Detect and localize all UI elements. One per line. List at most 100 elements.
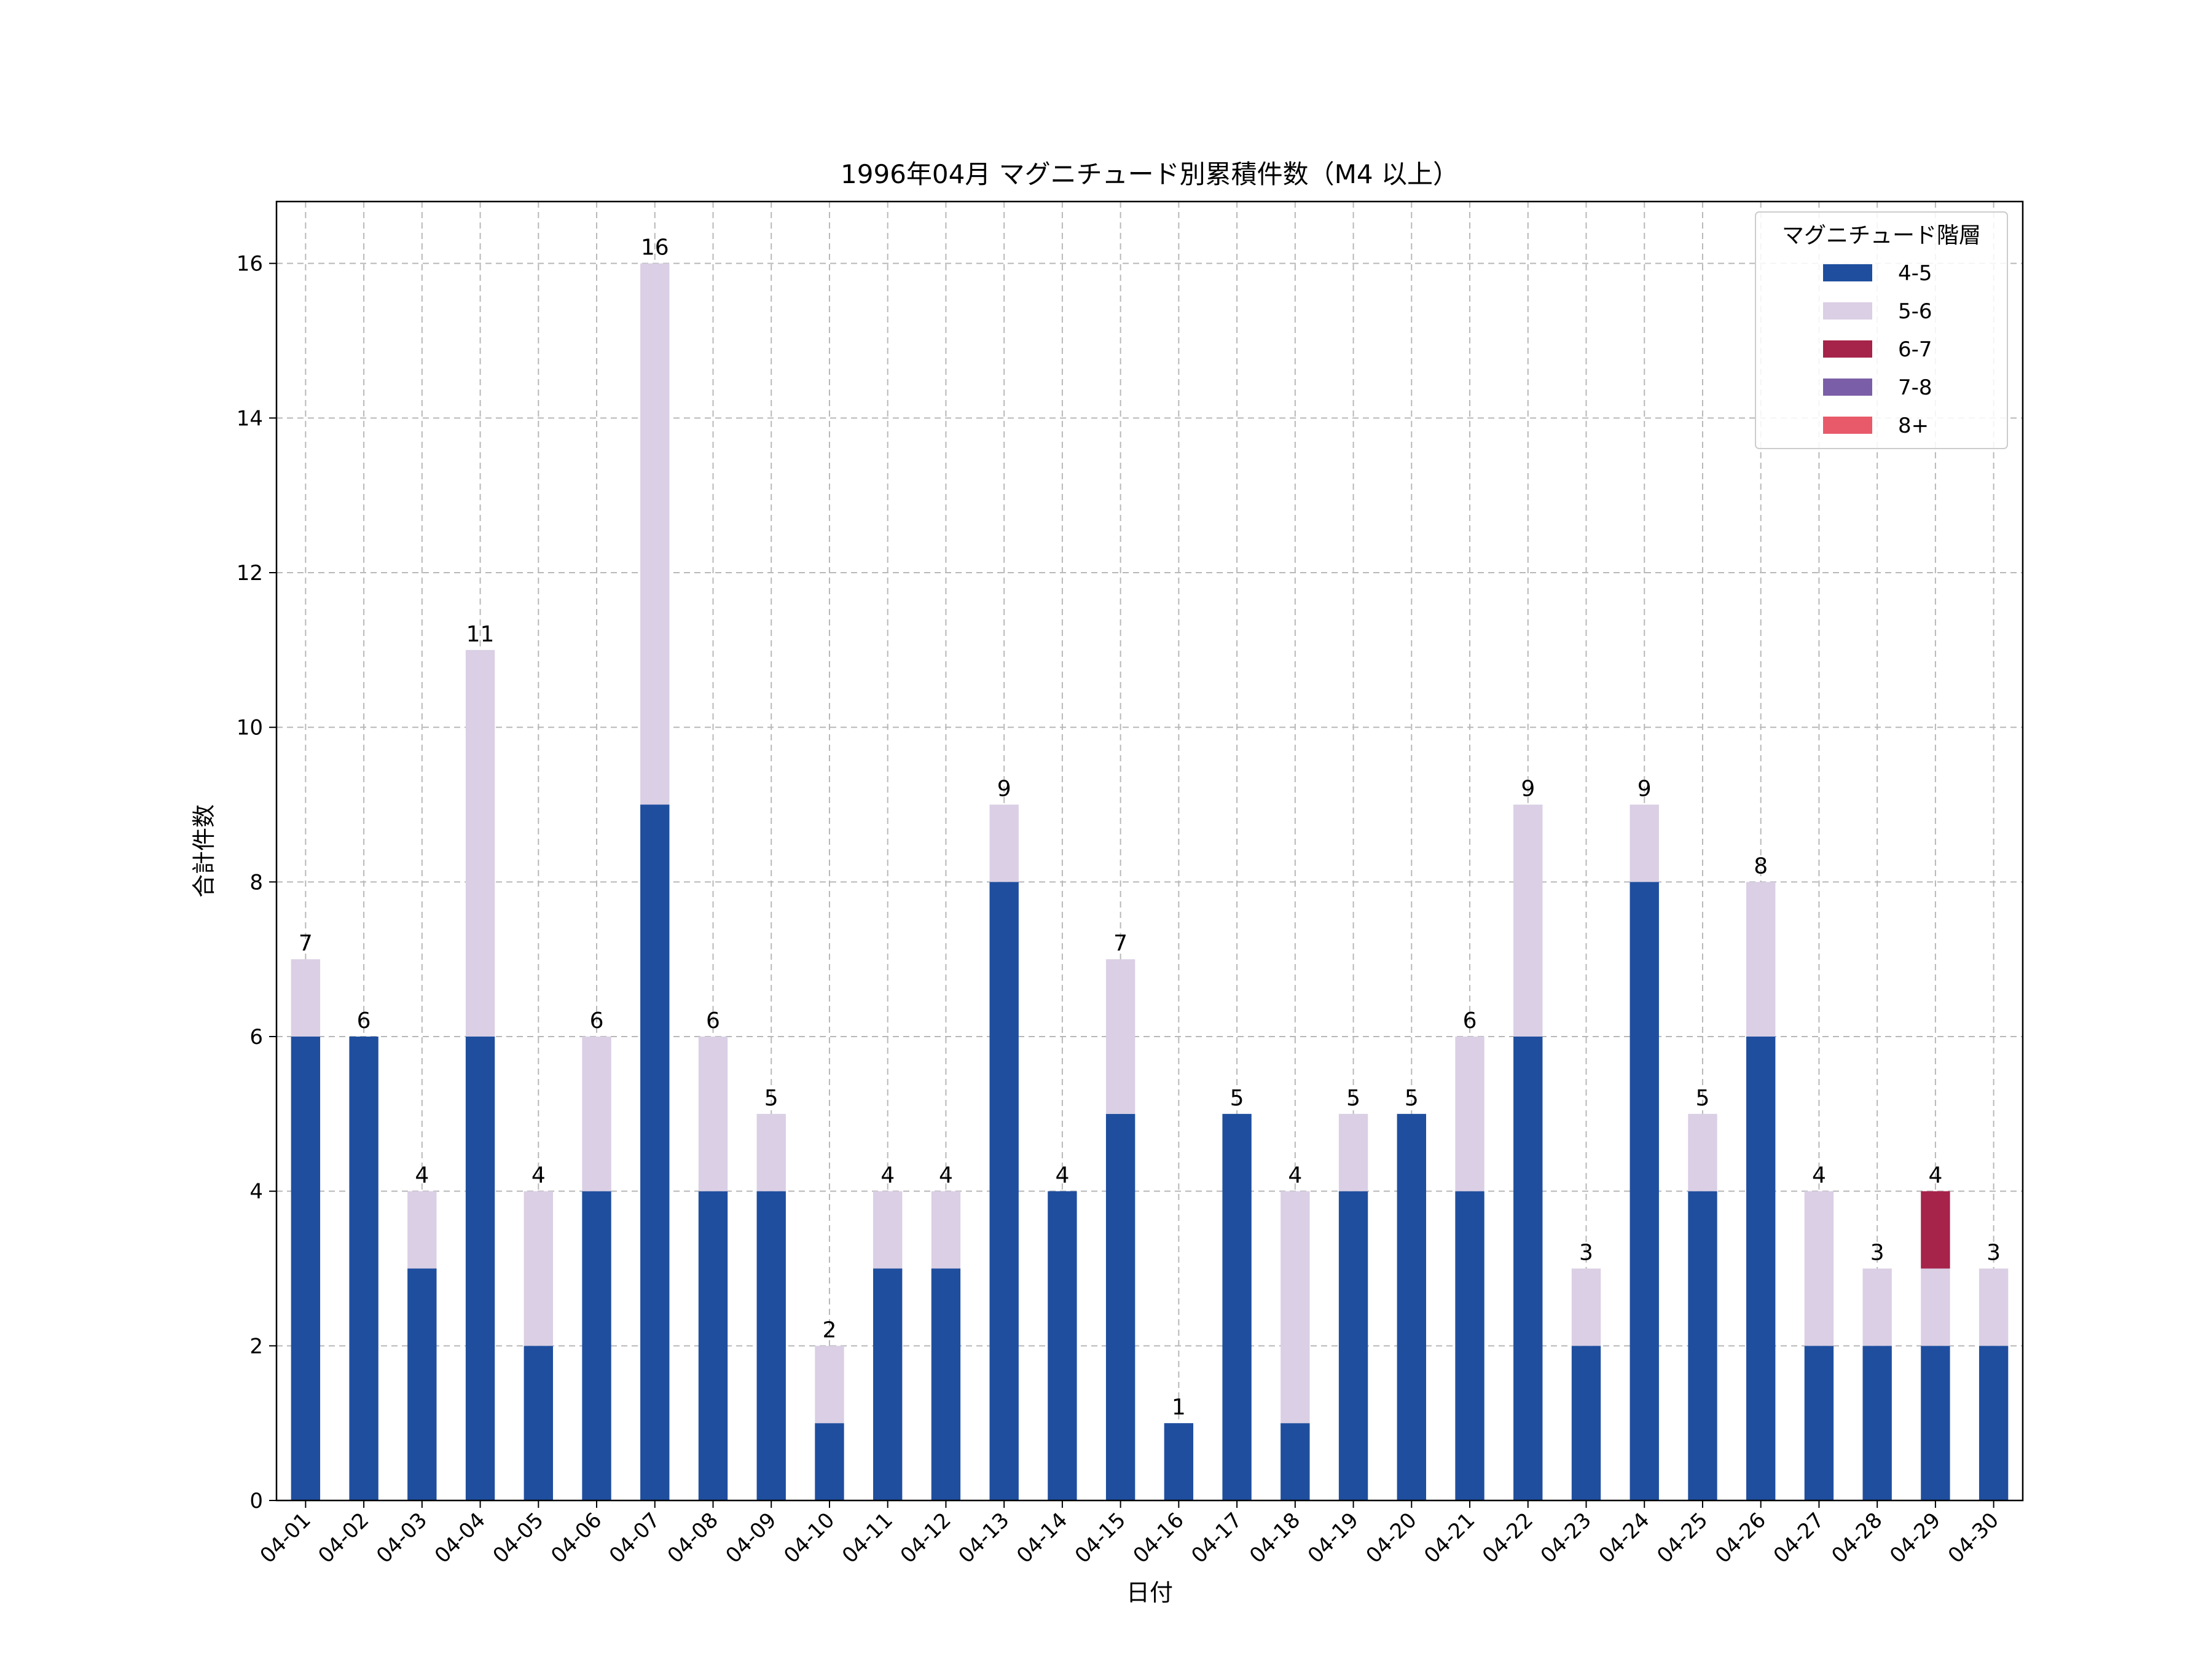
- y-tick-label: 0: [249, 1489, 263, 1513]
- bar-segment-4-5: [1688, 1191, 1717, 1500]
- legend: マグニチュード階層 4-5 5-6 6-7 7-8 8+: [1755, 211, 2008, 449]
- bar-segment-4-5: [931, 1268, 961, 1500]
- total-data-label: 8: [1754, 853, 1768, 879]
- total-data-label: 7: [299, 931, 313, 956]
- bar-segment-4-5: [1979, 1346, 2009, 1500]
- bar-segment-5-6: [931, 1191, 961, 1269]
- bar-segment-4-5: [698, 1191, 728, 1500]
- bar-segment-5-6: [524, 1191, 553, 1346]
- bar-segment-4-5: [1281, 1423, 1310, 1500]
- bar-segment-5-6: [640, 263, 670, 805]
- plot-frame: [275, 200, 2024, 1502]
- x-tick-label: 04-19: [1303, 1508, 1363, 1568]
- y-tick-label: 14: [237, 406, 263, 431]
- total-data-label: 5: [1696, 1086, 1710, 1111]
- bar-segment-4-5: [1048, 1191, 1077, 1500]
- y-tick-label: 16: [237, 252, 263, 276]
- bar-segment-5-6: [291, 959, 321, 1037]
- bar-segment-4-5: [1397, 1113, 1426, 1500]
- x-tick-label: 04-23: [1536, 1508, 1596, 1568]
- legend-box: [1755, 211, 2008, 449]
- bar-segment-5-6: [1862, 1268, 1892, 1346]
- bar-segment-4-5: [815, 1423, 844, 1500]
- x-tick-label: 04-13: [954, 1508, 1014, 1568]
- bar-segment-4-5: [1746, 1037, 1776, 1500]
- bar-segment-5-6: [1281, 1191, 1310, 1424]
- total-data-label: 3: [1986, 1241, 2001, 1266]
- total-data-label: 5: [764, 1086, 779, 1111]
- legend-label-6-7: 6-7: [1898, 337, 1932, 362]
- total-data-label: 4: [1055, 1163, 1069, 1188]
- x-tick-label: 04-15: [1070, 1508, 1131, 1568]
- bar-segment-4-5: [640, 804, 670, 1500]
- y-axis-ticks: 0 2 4 6 8 10 12 14 16: [237, 252, 276, 1513]
- bar-segment-5-6: [1921, 1268, 1950, 1346]
- bar-segment-4-5: [873, 1268, 903, 1500]
- bar-segment-5-6: [465, 649, 495, 1037]
- total-data-label: 4: [1288, 1163, 1302, 1188]
- x-tick-label: 04-18: [1245, 1508, 1305, 1568]
- bar-segment-5-6: [1338, 1113, 1368, 1191]
- legend-label-7-8: 7-8: [1898, 375, 1932, 400]
- total-data-label: 5: [1346, 1086, 1360, 1111]
- bar-segment-5-6: [873, 1191, 903, 1269]
- legend-label-8+: 8+: [1898, 414, 1929, 438]
- bar-segment-5-6: [1746, 882, 1776, 1037]
- total-data-label: 9: [1521, 777, 1535, 802]
- bars-group: [291, 263, 2009, 1500]
- total-data-label: 3: [1870, 1241, 1885, 1266]
- y-tick-label: 12: [237, 561, 263, 586]
- bar-segment-4-5: [1921, 1346, 1950, 1500]
- bar-segment-4-5: [756, 1191, 786, 1500]
- total-data-label: 4: [880, 1163, 895, 1188]
- bar-segment-5-6: [698, 1037, 728, 1191]
- total-data-label: 5: [1230, 1086, 1244, 1111]
- total-data-label: 4: [531, 1163, 546, 1188]
- x-tick-label: 04-06: [546, 1508, 606, 1568]
- x-tick-label: 04-14: [1012, 1508, 1072, 1568]
- bar-segment-4-5: [989, 882, 1019, 1500]
- total-data-label: 6: [590, 1008, 604, 1033]
- x-tick-label: 04-28: [1827, 1508, 1887, 1568]
- x-tick-label: 04-09: [721, 1508, 781, 1568]
- x-tick-label: 04-21: [1419, 1508, 1480, 1568]
- total-labels: 7 6 4 11 4 6 16 6 5 2 4 4 9 4 7 1 5 4 5 5 6 9 3 9 5 8 4 3 4 3: [299, 235, 2001, 1421]
- legend-swatch-6-7: [1823, 340, 1872, 358]
- x-tick-label: 04-29: [1885, 1508, 1945, 1568]
- bar-segment-4-5: [1222, 1113, 1252, 1500]
- total-data-label: 16: [641, 235, 669, 261]
- x-tick-label: 04-24: [1594, 1508, 1654, 1568]
- total-data-label: 4: [1928, 1163, 1942, 1188]
- legend-label-5-6: 5-6: [1898, 299, 1932, 324]
- x-tick-label: 04-11: [837, 1508, 898, 1568]
- x-tick-label: 04-27: [1769, 1508, 1829, 1568]
- bar-segment-5-6: [1571, 1268, 1601, 1346]
- total-data-label: 1: [1172, 1395, 1186, 1420]
- total-data-label: 5: [1405, 1086, 1419, 1111]
- x-tick-label: 04-10: [779, 1508, 839, 1568]
- bar-segment-4-5: [1804, 1346, 1834, 1500]
- bar-segment-5-6: [1804, 1191, 1834, 1346]
- x-axis-ticks: 04-0104-0204-0304-0404-0504-0604-0704-08…: [256, 1500, 2004, 1568]
- bar-segment-4-5: [465, 1037, 495, 1500]
- legend-swatch-8+: [1823, 417, 1872, 434]
- x-tick-label: 04-20: [1362, 1508, 1422, 1568]
- x-tick-label: 04-26: [1711, 1508, 1771, 1568]
- x-tick-label: 04-22: [1478, 1508, 1538, 1568]
- total-data-label: 4: [939, 1163, 953, 1188]
- bar-segment-5-6: [1979, 1268, 2009, 1346]
- bar-segment-4-5: [1455, 1191, 1484, 1500]
- bar-segment-4-5: [524, 1346, 553, 1500]
- bar-segment-4-5: [1862, 1346, 1892, 1500]
- x-tick-label: 04-08: [663, 1508, 723, 1568]
- bar-segment-5-6: [815, 1346, 844, 1424]
- x-tick-label: 04-17: [1186, 1508, 1247, 1568]
- bar-segment-5-6: [1630, 804, 1659, 882]
- total-data-label: 11: [466, 622, 495, 647]
- total-data-label: 6: [706, 1008, 720, 1033]
- legend-label-4-5: 4-5: [1898, 261, 1932, 286]
- x-tick-label: 04-04: [430, 1508, 490, 1568]
- bar-segment-4-5: [291, 1037, 321, 1500]
- bar-segment-4-5: [582, 1191, 611, 1500]
